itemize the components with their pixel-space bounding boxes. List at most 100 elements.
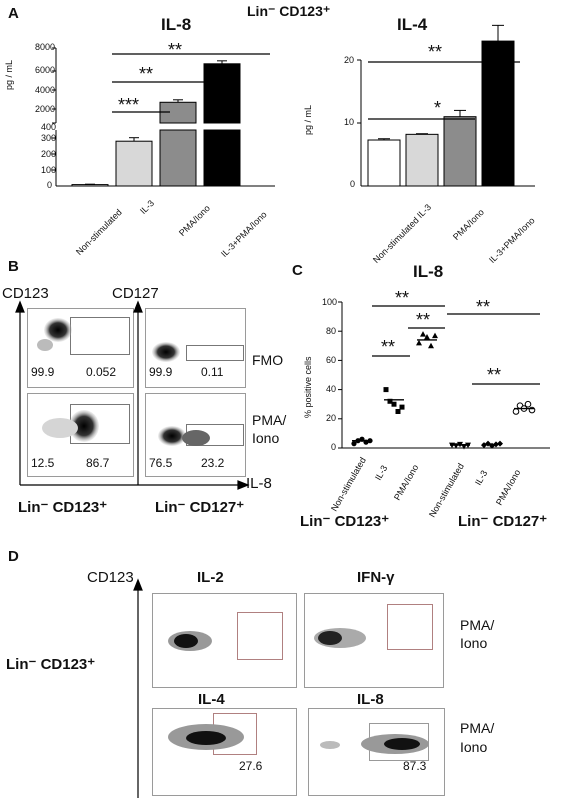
- panel-a-header: Lin⁻ CD123⁺: [247, 3, 331, 19]
- plot-title-il4: IL-4: [198, 691, 225, 708]
- il8-bars: [71, 60, 241, 187]
- panel-c-tick: 40: [326, 384, 337, 394]
- group-label-cd127: Lin⁻ CD127⁺: [458, 513, 548, 530]
- il4-bar-title: IL-4: [397, 15, 428, 34]
- panel-c-tick: 20: [326, 413, 337, 423]
- il4-tick: 20: [344, 55, 355, 65]
- il8-tick: 2000: [35, 104, 56, 114]
- bar: [367, 139, 401, 187]
- cell-population: [152, 342, 180, 362]
- data-point: [395, 409, 401, 414]
- cell-population: [384, 738, 420, 750]
- data-point: [420, 331, 426, 337]
- panel-d-label: D: [8, 548, 19, 565]
- significance-stars: *: [434, 98, 442, 118]
- gate-value: 12.5: [31, 456, 55, 470]
- panel-c-tick: 100: [322, 297, 338, 307]
- cell-population: [69, 410, 99, 442]
- il8-tick: 0: [47, 180, 53, 190]
- significance-stars: **: [168, 40, 183, 60]
- panel-a-label: A: [8, 5, 19, 22]
- panel-c-tick: 80: [326, 326, 337, 336]
- bottom-label-cd127: Lin⁻ CD127⁺: [155, 499, 245, 516]
- bar: [443, 116, 477, 187]
- row-label-iono: Iono: [252, 430, 280, 446]
- gate-value: 86.7: [86, 456, 110, 470]
- gate-value: 23.2: [201, 456, 225, 470]
- significance-stars: **: [416, 310, 431, 330]
- flow-plot-il4: 27.6: [152, 708, 297, 796]
- il8-x-axis-label: IL-8: [246, 475, 272, 492]
- panel-d-cd123-label: CD123: [87, 569, 134, 586]
- data-point: [351, 441, 357, 447]
- gate-value: 99.9: [31, 365, 55, 379]
- cell-population: [158, 426, 186, 446]
- panel-d-side-label: Lin⁻ CD123⁺: [6, 656, 96, 673]
- cell-population: [318, 631, 342, 645]
- row-label-pma: PMA/: [460, 617, 495, 633]
- il4-bars: [367, 24, 515, 187]
- significance-stars: **: [476, 297, 491, 317]
- row-label-fmo: FMO: [252, 352, 284, 368]
- scatter-points: [351, 331, 536, 450]
- panel-c-tick: 60: [326, 355, 337, 365]
- data-point: [485, 440, 491, 447]
- il4-tick: 10: [344, 117, 355, 127]
- row-label-iono: Iono: [460, 635, 488, 651]
- bar: [203, 129, 241, 187]
- data-point: [432, 332, 438, 339]
- data-point: [424, 334, 430, 340]
- plot-title-ifng: IFN-γ: [357, 569, 395, 586]
- row-label-pma: PMA/: [460, 720, 495, 736]
- gate-value: 0.052: [86, 365, 117, 379]
- il8-tick: 8000: [35, 42, 56, 52]
- data-point: [524, 400, 532, 408]
- data-point: [497, 440, 503, 447]
- il8-tick: 4000: [35, 85, 56, 95]
- bar: [203, 63, 241, 124]
- gate-value: 99.9: [149, 365, 173, 379]
- data-point: [428, 342, 434, 349]
- data-point: [387, 398, 393, 404]
- panel-c-title: IL-8: [413, 262, 444, 281]
- il8-tick: 400: [41, 122, 57, 132]
- gate-value: 76.5: [149, 456, 173, 470]
- data-point: [391, 401, 397, 407]
- data-point: [399, 404, 405, 410]
- flow-plot-ifng: [304, 593, 444, 688]
- gate-value: 27.6: [239, 759, 263, 773]
- bottom-label-cd123: Lin⁻ CD123⁺: [18, 499, 108, 516]
- cd123-axis-label: CD123: [2, 285, 49, 302]
- cell-population: [174, 634, 198, 648]
- panel-c-tick: 0: [331, 442, 337, 452]
- significance-stars: **: [139, 64, 154, 84]
- panel-c-label: C: [292, 262, 303, 279]
- significance-stars: **: [487, 365, 502, 385]
- plot-title-il2: IL-2: [197, 569, 224, 586]
- plot-title-il8: IL-8: [357, 691, 384, 708]
- data-point: [416, 339, 422, 346]
- il8-tick: 6000: [35, 65, 56, 75]
- significance-stars: **: [395, 288, 410, 308]
- significance-stars: **: [381, 337, 396, 357]
- group-label-cd123: Lin⁻ CD123⁺: [300, 513, 390, 530]
- il8-tick: 200: [41, 149, 57, 159]
- panel-b-label: B: [8, 258, 19, 275]
- significance-stars: **: [428, 42, 443, 62]
- bar: [405, 133, 439, 187]
- cell-population: [186, 731, 226, 745]
- row-label-pma: PMA/: [252, 412, 287, 428]
- il8-bar-title: IL-8: [161, 15, 192, 34]
- bar: [159, 129, 197, 187]
- row-label-iono: Iono: [460, 739, 488, 755]
- cell-population: [44, 318, 72, 342]
- il4-tick: 0: [350, 179, 356, 189]
- significance-stars: ***: [118, 95, 140, 115]
- il8-tick: 300: [41, 133, 57, 143]
- cd127-axis-label: CD127: [112, 285, 159, 302]
- gate-value: 87.3: [403, 759, 427, 773]
